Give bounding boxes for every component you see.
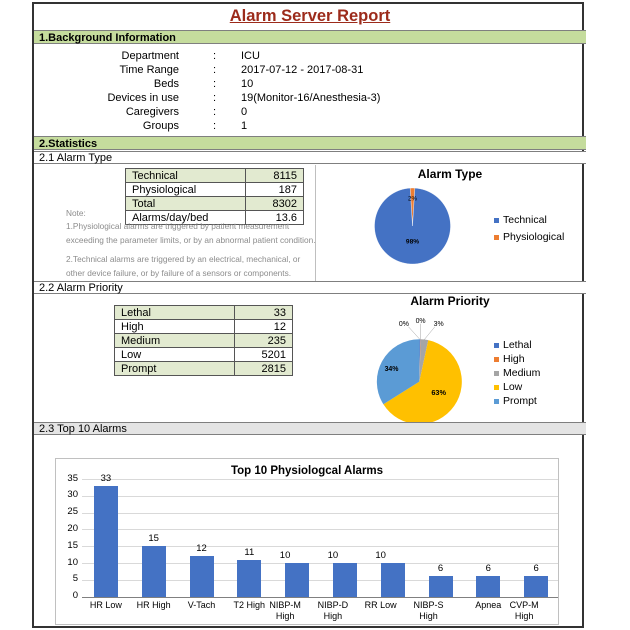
svg-text:34%: 34% [384,366,398,373]
svg-text:98%: 98% [405,238,418,245]
svg-text:2%: 2% [408,195,417,202]
svg-text:0%: 0% [398,321,408,328]
svg-text:63%: 63% [431,388,446,397]
svg-text:0%: 0% [415,318,425,325]
svg-text:3%: 3% [433,321,443,328]
